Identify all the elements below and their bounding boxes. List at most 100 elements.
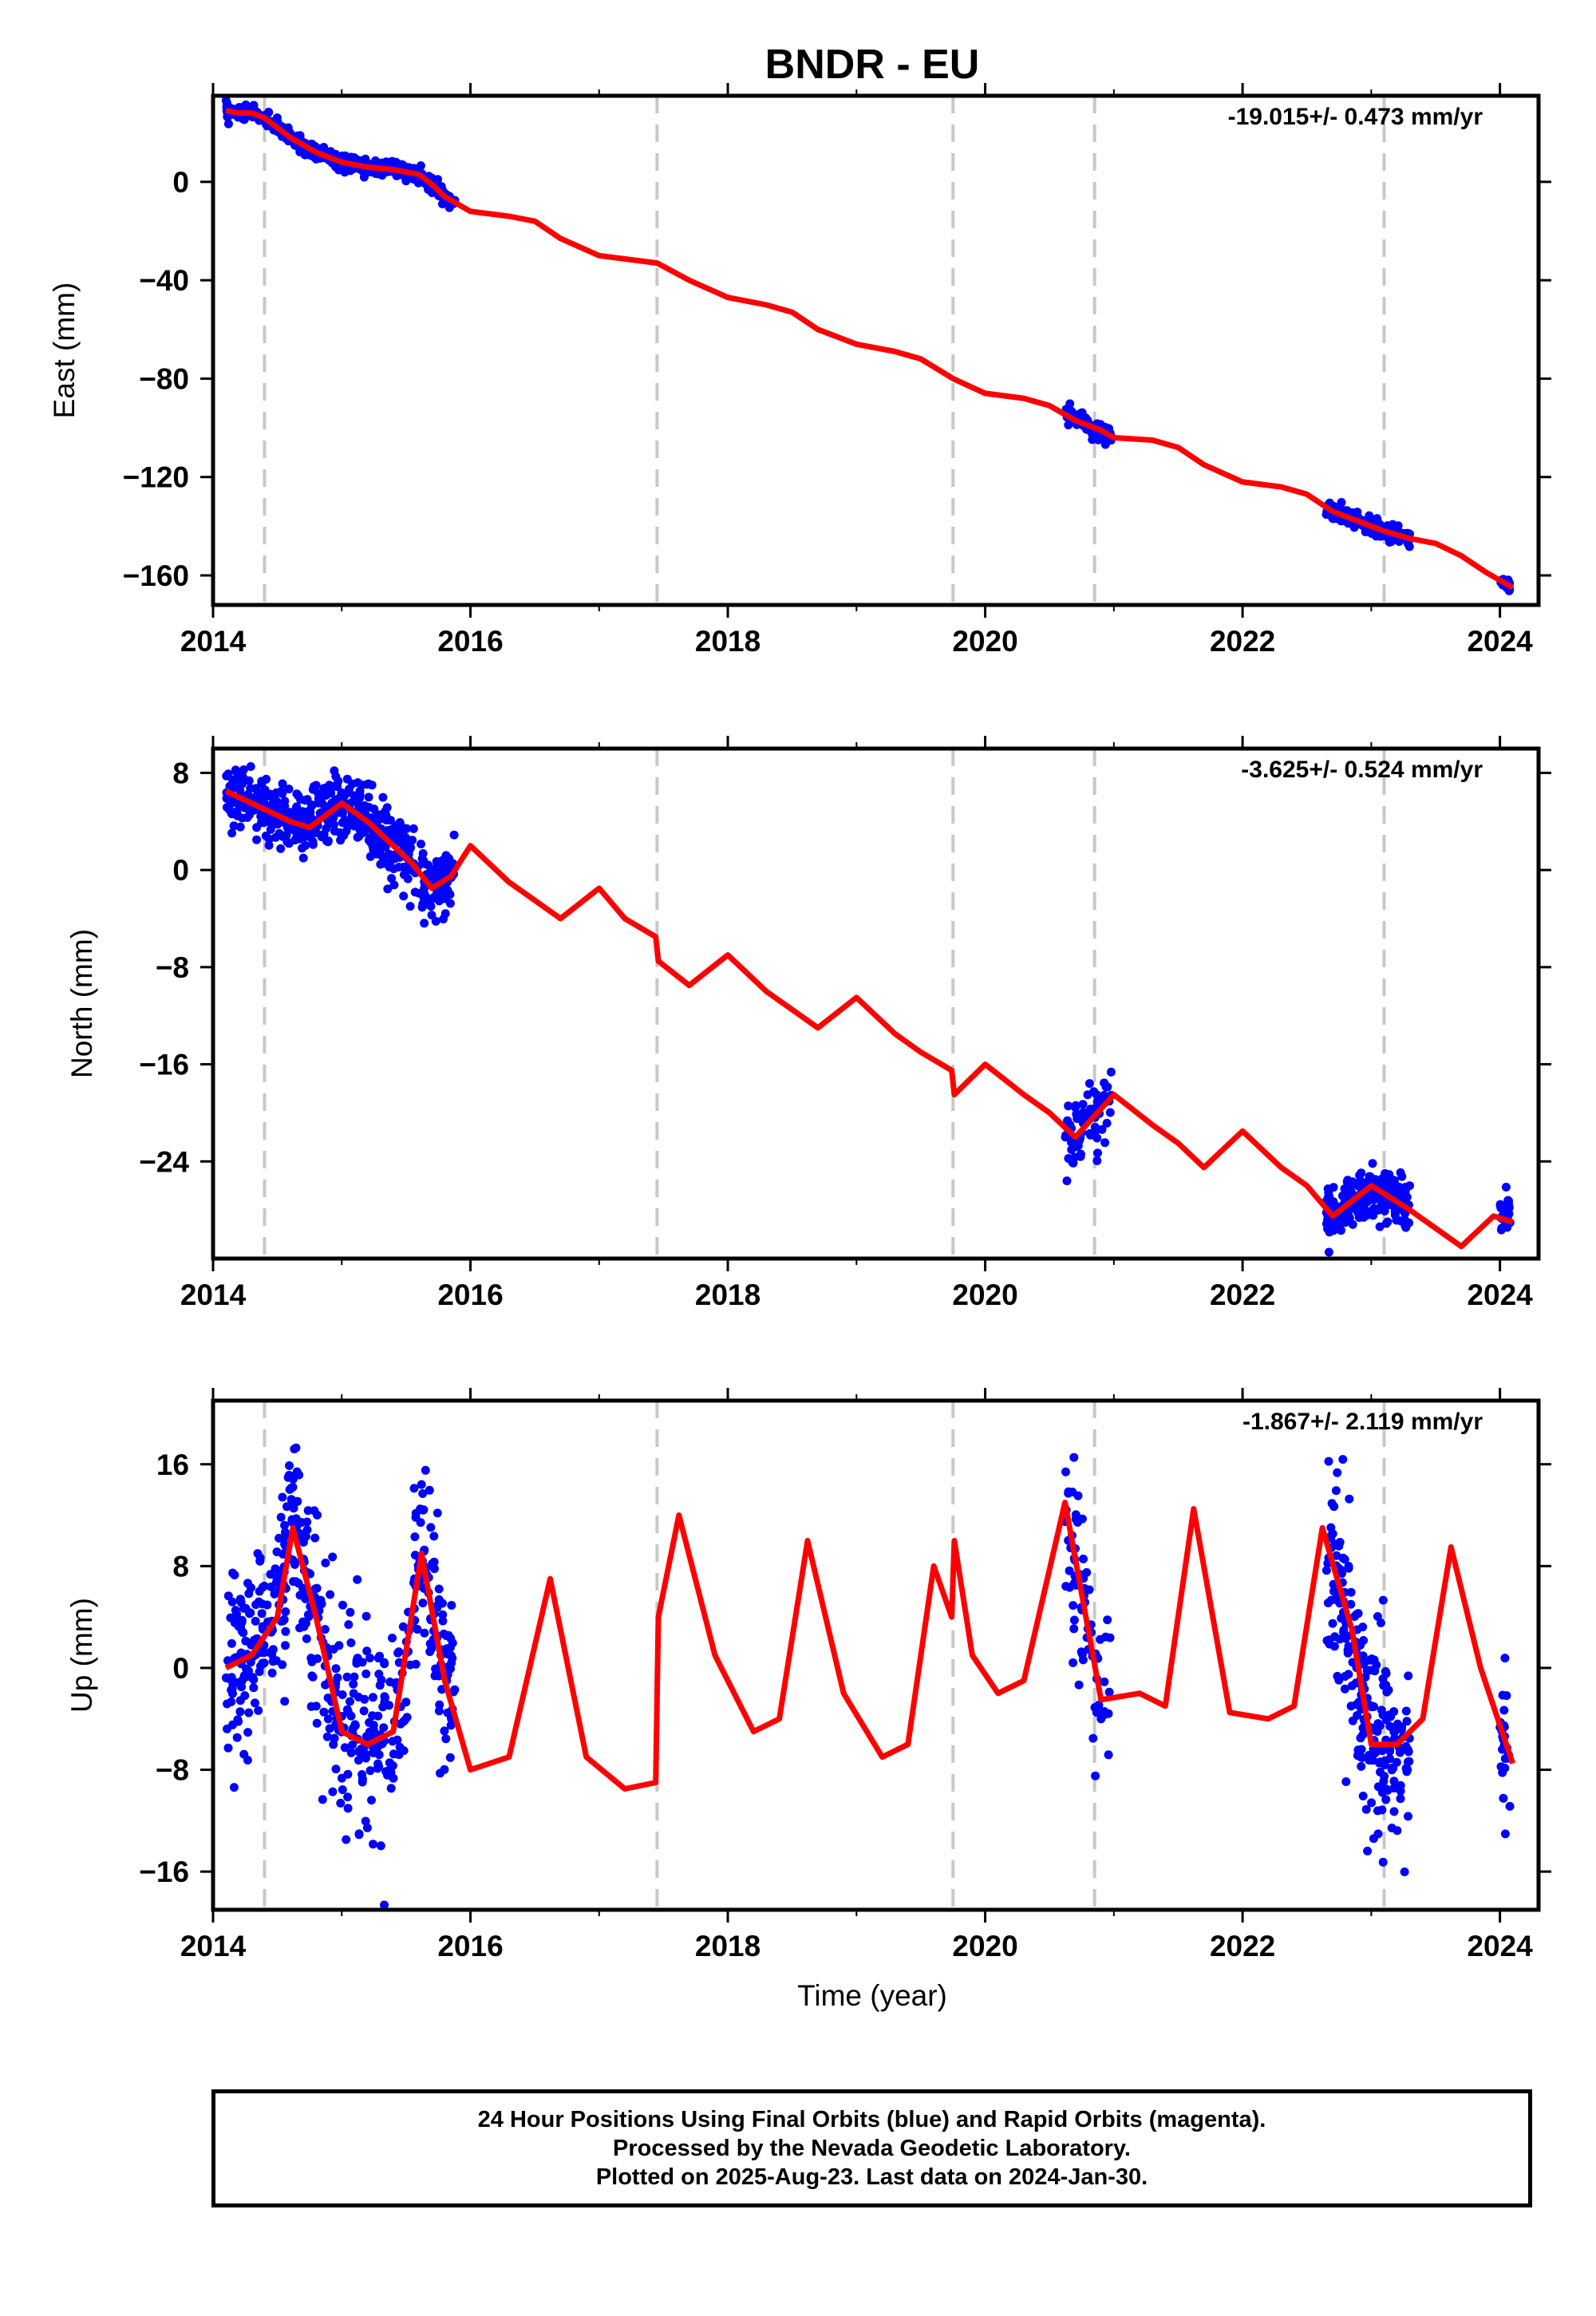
data-point	[252, 835, 262, 844]
x-tick-label: 2022	[1210, 1930, 1275, 1962]
data-point	[336, 836, 346, 845]
data-point	[1104, 1687, 1114, 1697]
data-point	[1335, 1634, 1345, 1644]
data-point	[436, 857, 445, 866]
plot-frame	[211, 746, 1541, 1261]
data-point	[295, 1623, 304, 1633]
data-point	[343, 1707, 353, 1717]
data-point	[388, 1634, 397, 1642]
data-point	[354, 1747, 363, 1757]
data-point	[1373, 1719, 1383, 1729]
data-point	[365, 1654, 374, 1662]
data-point	[239, 1671, 249, 1681]
data-point	[1094, 435, 1103, 445]
data-point	[1404, 1671, 1413, 1681]
data-point	[438, 1616, 448, 1626]
y-tick-label: 16	[156, 1448, 189, 1481]
data-point	[421, 1465, 430, 1475]
data-point	[417, 1480, 426, 1489]
data-point	[1071, 1103, 1080, 1113]
data-point	[1102, 1118, 1112, 1128]
data-point	[311, 781, 321, 790]
data-point	[1389, 1807, 1399, 1816]
data-point	[1077, 408, 1087, 417]
data-point	[429, 1564, 439, 1574]
data-point	[346, 1638, 356, 1647]
y-tick-label: −80	[139, 362, 189, 395]
data-point	[278, 779, 287, 788]
data-point	[439, 915, 448, 924]
data-point	[318, 1795, 327, 1804]
data-point	[323, 1694, 333, 1702]
data-point	[251, 792, 260, 802]
rate-annotation: -3.625+/- 0.524 mm/yr	[1241, 757, 1483, 783]
x-tick-label: 2014	[180, 1930, 247, 1962]
data-point	[1346, 1587, 1356, 1597]
data-point	[1085, 1128, 1095, 1138]
x-tick-label: 2024	[1467, 1279, 1533, 1311]
data-point	[336, 1798, 346, 1808]
data-point	[335, 828, 345, 837]
y-tick-label: −24	[139, 1145, 189, 1178]
data-point	[319, 1707, 329, 1717]
data-point	[1353, 1745, 1363, 1755]
data-point	[425, 1647, 435, 1657]
data-point	[1379, 1681, 1389, 1690]
data-point	[1389, 1728, 1399, 1737]
data-point	[319, 784, 329, 793]
data-point	[410, 887, 420, 897]
data-point	[435, 888, 444, 898]
data-point	[1361, 1804, 1371, 1814]
data-point	[389, 880, 399, 890]
data-point	[364, 779, 373, 788]
data-point	[1332, 1217, 1341, 1227]
data-point	[227, 1673, 236, 1682]
data-point	[1324, 1456, 1333, 1466]
data-point	[1503, 1223, 1512, 1232]
data-point	[385, 1678, 395, 1686]
data-point	[1505, 1801, 1515, 1811]
data-point	[1361, 528, 1370, 536]
data-point	[1352, 1610, 1361, 1619]
data-point	[381, 816, 391, 825]
data-point	[1105, 1633, 1115, 1642]
data-point	[227, 1638, 236, 1648]
data-point	[1072, 1109, 1081, 1119]
data-point	[224, 801, 234, 811]
data-point	[330, 1733, 339, 1743]
data-point	[330, 766, 339, 776]
data-point	[1100, 1138, 1110, 1148]
data-point	[229, 1783, 239, 1792]
data-point	[1404, 1747, 1413, 1757]
data-point	[338, 1690, 347, 1699]
data-point	[399, 1746, 409, 1756]
data-point	[384, 849, 393, 859]
data-point	[290, 1445, 299, 1454]
footer-info-box: 24 Hour Positions Using Final Orbits (bl…	[211, 2089, 1532, 2207]
data-point	[282, 824, 292, 832]
data-point	[328, 1552, 338, 1562]
x-tick-label: 2020	[952, 625, 1017, 658]
x-tick-label: 2020	[952, 1930, 1017, 1962]
data-point	[1096, 1634, 1105, 1644]
data-point	[355, 786, 365, 796]
data-point	[1369, 1655, 1379, 1665]
data-point	[264, 840, 274, 850]
data-point	[1103, 1615, 1112, 1625]
data-point	[365, 803, 373, 812]
data-point	[433, 1508, 442, 1518]
data-point	[313, 1654, 322, 1663]
data-point	[1499, 1793, 1508, 1803]
data-point	[365, 1766, 375, 1776]
data-point	[1396, 1725, 1406, 1734]
data-point	[1389, 1176, 1399, 1185]
data-point	[1329, 1183, 1338, 1192]
data-point	[231, 765, 240, 775]
data-point	[307, 1671, 317, 1681]
data-point	[295, 131, 305, 140]
x-tick-label: 2016	[437, 1279, 503, 1311]
data-point	[381, 157, 391, 167]
data-point	[1363, 1846, 1373, 1856]
data-point	[343, 1792, 353, 1802]
data-point	[1358, 1622, 1368, 1632]
